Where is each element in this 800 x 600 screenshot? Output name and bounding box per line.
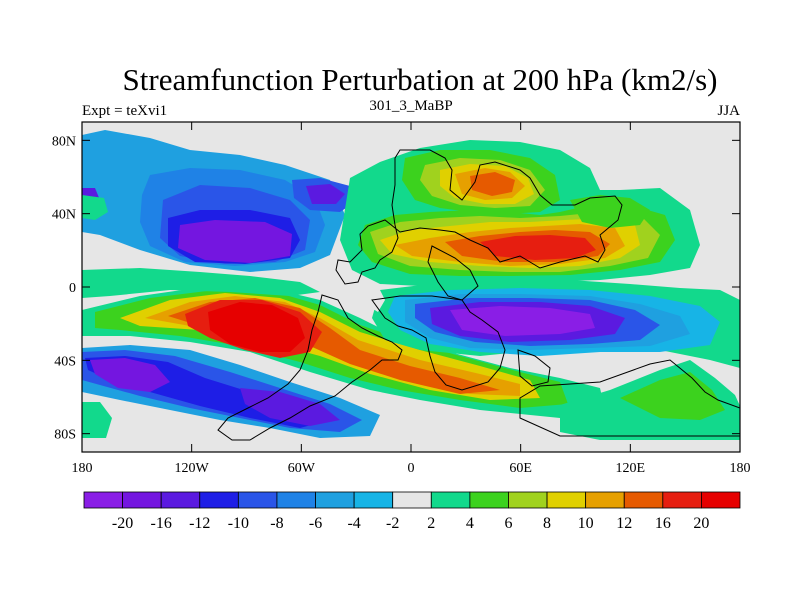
contour-band-45 xyxy=(82,268,320,298)
colorbar-swatch xyxy=(508,491,548,509)
colorbar-swatch xyxy=(585,491,625,509)
colorbar-swatch xyxy=(122,491,162,509)
africa-outline xyxy=(371,295,506,391)
colorbar-label: 10 xyxy=(578,515,594,532)
x-tick-label: 0 xyxy=(408,461,415,476)
contour-band-5 xyxy=(178,220,292,263)
colorbar-swatch xyxy=(392,491,432,509)
americas-outline xyxy=(217,294,403,441)
y-tick-label: 80S xyxy=(54,428,76,443)
contour-band-38 xyxy=(480,235,596,260)
colorbar-label: -2 xyxy=(386,515,399,532)
colorbar-label: -10 xyxy=(228,515,249,532)
contour-band-20 xyxy=(90,358,170,392)
colorbar-swatch xyxy=(701,491,741,509)
colorbar-label: -16 xyxy=(151,515,172,532)
x-tick-label: 60E xyxy=(509,461,532,476)
colorbar-label: -20 xyxy=(112,515,133,532)
colorbar-label: -4 xyxy=(347,515,360,532)
colorbar: -20 -16 -12 -10 -8 -6 -4 -2 2 4 6 8 10 12 16 20 xyxy=(83,491,741,532)
colorbar-label: 20 xyxy=(693,515,709,532)
x-axis-ticks: 180 120W 60W 0 60E 120E 180 xyxy=(72,122,751,476)
y-tick-label: 40S xyxy=(54,354,76,369)
contour-band-22 xyxy=(82,402,112,438)
colorbar-swatch xyxy=(623,491,664,509)
colorbar-label: 16 xyxy=(655,515,671,532)
contour-band-21 xyxy=(240,388,340,426)
contour-band-44 xyxy=(570,195,650,228)
colorbar-swatch xyxy=(662,491,702,509)
x-tick-label: 180 xyxy=(72,461,93,476)
colorbar-label: -6 xyxy=(309,515,322,532)
x-tick-label: 120E xyxy=(616,461,646,476)
colorbar-label: 2 xyxy=(427,515,435,532)
case-label: 301_3_MaBP xyxy=(369,98,452,114)
contour-field xyxy=(82,130,740,440)
y-tick-label: 40N xyxy=(52,208,76,223)
x-tick-label: 180 xyxy=(730,461,751,476)
y-tick-label: 0 xyxy=(69,281,76,296)
colorbar-swatch xyxy=(237,491,278,509)
plot-area xyxy=(81,121,741,453)
contour-band-24 xyxy=(620,372,725,420)
colorbar-label: 4 xyxy=(466,515,474,532)
australia-outline xyxy=(519,359,740,437)
x-tick-label: 60W xyxy=(288,461,316,476)
y-axis-ticks: 80N 40N 0 40S 80S xyxy=(52,134,740,443)
colorbar-label: 6 xyxy=(504,515,512,532)
contour-band-43 xyxy=(470,172,515,196)
indonesia-outline xyxy=(517,349,551,387)
colorbar-swatch xyxy=(199,491,239,509)
season-label: JJA xyxy=(717,103,740,119)
colorbar-label: -8 xyxy=(270,515,283,532)
x-tick-label: 120W xyxy=(175,461,210,476)
continent-outlines xyxy=(217,149,740,441)
colorbar-swatch xyxy=(315,491,355,509)
colorbar-swatch xyxy=(430,491,471,509)
eurasia-outline xyxy=(335,149,623,285)
expt-label: Expt = teXvi1 xyxy=(82,103,167,119)
colorbar-label: 12 xyxy=(616,515,632,532)
chart-title: Streamfunction Perturbation at 200 hPa (… xyxy=(123,62,718,97)
y-tick-label: 80N xyxy=(52,134,76,149)
contour-band-16 xyxy=(208,302,305,352)
colorbar-label: -12 xyxy=(189,515,210,532)
contour-band-26 xyxy=(368,290,385,312)
colorbar-swatch xyxy=(160,491,201,509)
colorbar-swatch xyxy=(83,491,123,509)
colorbar-swatch xyxy=(469,491,509,509)
colorbar-swatch xyxy=(353,491,394,509)
colorbar-swatch xyxy=(546,491,587,509)
contour-band-7 xyxy=(306,184,345,204)
colorbar-label: 8 xyxy=(543,515,551,532)
contour-band-31 xyxy=(450,306,595,336)
colorbar-swatch xyxy=(276,491,316,509)
